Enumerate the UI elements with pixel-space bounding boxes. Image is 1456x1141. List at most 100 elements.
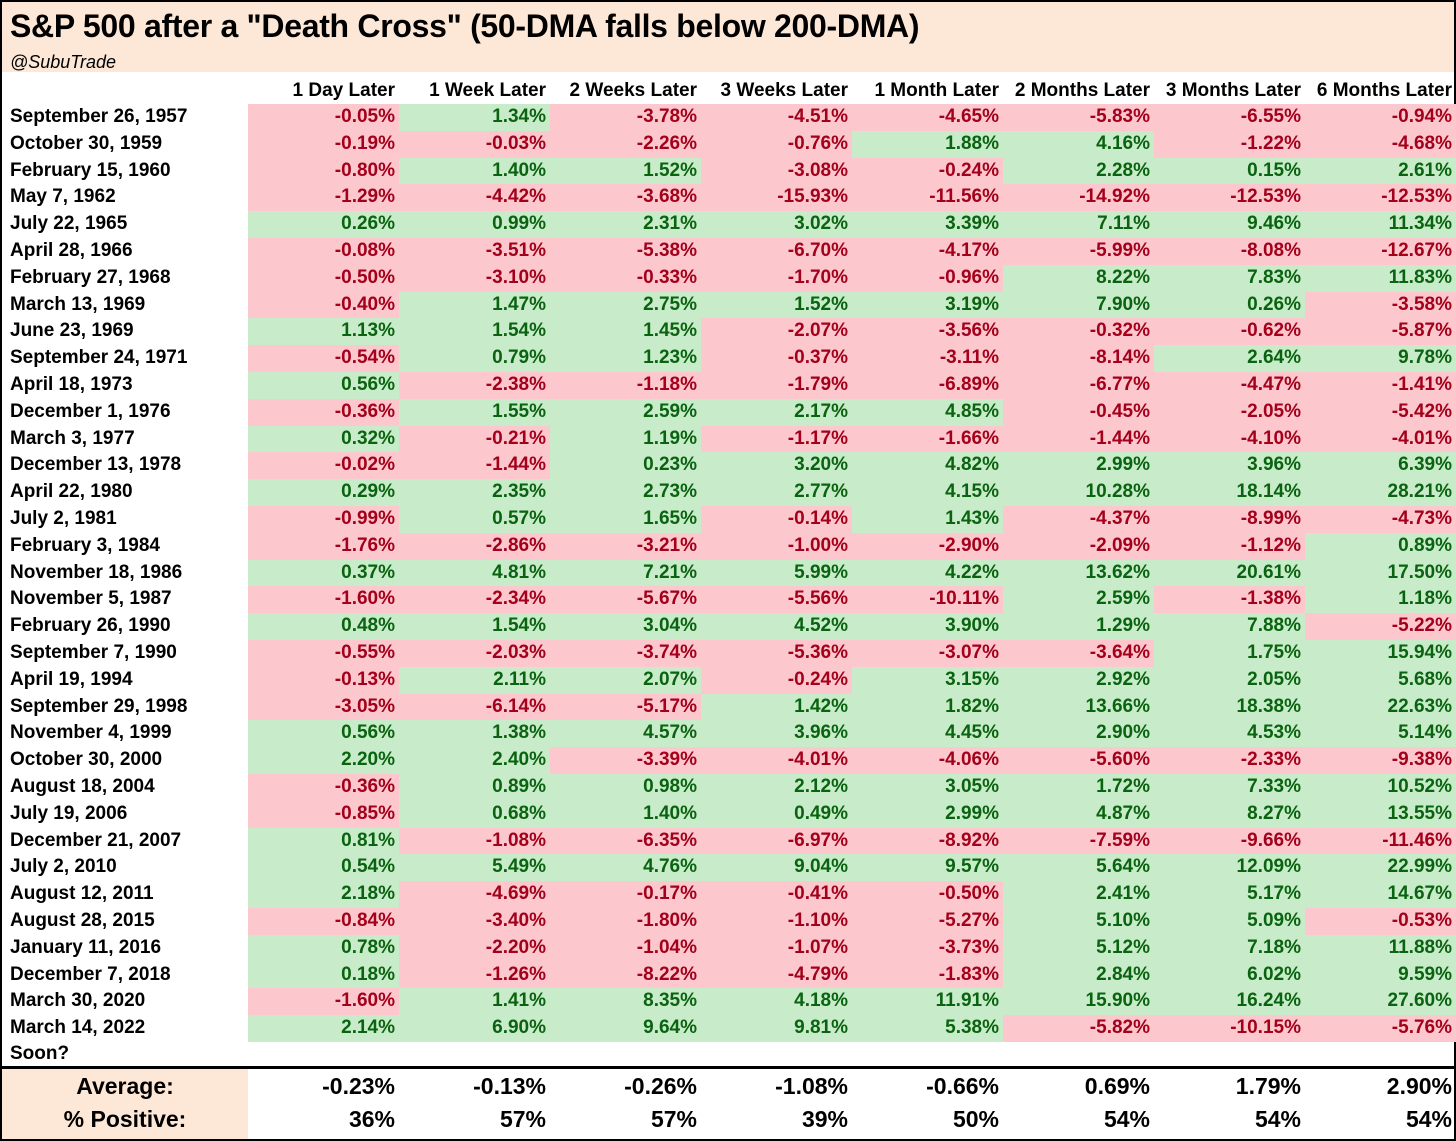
- return-cell: -3.21%: [550, 532, 701, 560]
- pending-row-label: Soon?: [10, 1043, 70, 1064]
- return-cell: -1.66%: [852, 425, 1003, 453]
- return-cell: -0.62%: [1154, 318, 1305, 346]
- return-cell: -0.76%: [701, 130, 852, 158]
- return-cell: -0.08%: [248, 238, 399, 265]
- column-header: 2 Months Later: [1014, 80, 1150, 101]
- return-cell: 1.52%: [550, 157, 701, 185]
- return-cell: 6.02%: [1154, 961, 1305, 989]
- return-cell: 4.16%: [1003, 130, 1154, 158]
- return-cell: -5.42%: [1305, 398, 1456, 426]
- return-cell: 0.57%: [399, 506, 550, 533]
- return-cell: 3.15%: [852, 666, 1003, 694]
- return-cell: -0.24%: [701, 666, 852, 694]
- return-cell: 7.90%: [1003, 291, 1154, 319]
- return-cell: 7.88%: [1154, 613, 1305, 640]
- return-cell: -1.76%: [248, 532, 399, 560]
- return-cell: 8.27%: [1154, 800, 1305, 828]
- return-cell: -1.79%: [701, 372, 852, 399]
- return-cell: 1.29%: [1003, 613, 1154, 640]
- positive-pct-value: 50%: [952, 1106, 999, 1132]
- return-cell: -0.24%: [852, 157, 1003, 185]
- return-cell: 0.81%: [248, 827, 399, 855]
- return-cell: -1.38%: [1154, 586, 1305, 614]
- return-cell: 0.37%: [248, 559, 399, 587]
- return-cell: -2.20%: [399, 934, 550, 962]
- row-date: July 22, 1965: [10, 213, 128, 235]
- return-cell: -0.36%: [248, 398, 399, 426]
- return-cell: 1.38%: [399, 720, 550, 748]
- return-cell: -5.17%: [550, 693, 701, 721]
- row-date: December 1, 1976: [10, 400, 171, 422]
- return-cell: -1.60%: [248, 586, 399, 614]
- return-cell: -14.92%: [1003, 184, 1154, 212]
- return-cell: -2.03%: [399, 640, 550, 667]
- return-cell: -5.22%: [1305, 613, 1456, 640]
- row-date: February 15, 1960: [10, 159, 171, 181]
- return-cell: -3.56%: [852, 318, 1003, 346]
- return-cell: 9.64%: [550, 1015, 701, 1042]
- return-cell: -6.55%: [1154, 104, 1305, 131]
- row-date: November 18, 1986: [10, 561, 183, 583]
- row-date: March 14, 2022: [10, 1017, 146, 1039]
- return-cell: 0.29%: [248, 479, 399, 506]
- return-cell: -3.58%: [1305, 291, 1456, 319]
- return-cell: 4.53%: [1154, 720, 1305, 748]
- row-date: August 28, 2015: [10, 910, 155, 931]
- column-header: 1 Week Later: [429, 80, 546, 101]
- return-cell: -2.86%: [399, 532, 550, 560]
- positive-pct-value: 54%: [1103, 1106, 1150, 1132]
- return-cell: -1.17%: [701, 425, 852, 453]
- return-cell: 15.94%: [1305, 640, 1456, 667]
- return-cell: 7.18%: [1154, 934, 1305, 962]
- return-cell: 4.87%: [1003, 800, 1154, 828]
- return-cell: 1.65%: [550, 506, 701, 533]
- return-cell: 3.02%: [701, 211, 852, 238]
- return-cell: 17.50%: [1305, 559, 1456, 587]
- row-date: November 5, 1987: [10, 588, 172, 610]
- return-cell: 1.47%: [399, 291, 550, 319]
- row-date: September 29, 1998: [10, 695, 188, 717]
- return-cell: -0.85%: [248, 800, 399, 828]
- return-cell: 0.49%: [701, 800, 852, 828]
- return-cell: -3.39%: [550, 747, 701, 774]
- return-cell: -1.22%: [1154, 130, 1305, 158]
- return-cell: 5.64%: [1003, 854, 1154, 882]
- return-cell: 11.88%: [1305, 934, 1456, 962]
- return-cell: 2.12%: [701, 774, 852, 801]
- return-cell: 7.83%: [1154, 264, 1305, 292]
- return-cell: -5.36%: [701, 640, 852, 667]
- return-cell: 2.14%: [248, 1015, 399, 1042]
- title-band: S&P 500 after a "Death Cross" (50-DMA fa…: [2, 2, 1454, 72]
- return-cell: 10.52%: [1305, 774, 1456, 801]
- return-cell: -0.02%: [248, 452, 399, 480]
- row-date: March 3, 1977: [10, 427, 135, 449]
- return-cell: 2.07%: [550, 666, 701, 694]
- return-cell: 1.19%: [550, 425, 701, 453]
- return-cell: -1.12%: [1154, 532, 1305, 560]
- return-cell: -4.01%: [1305, 425, 1456, 453]
- return-cell: -1.00%: [701, 532, 852, 560]
- return-cell: -0.17%: [550, 881, 701, 908]
- return-cell: -3.11%: [852, 345, 1003, 372]
- average-value: -0.26%: [624, 1073, 697, 1099]
- return-cell: 0.26%: [1154, 291, 1305, 319]
- return-cell: -8.14%: [1003, 345, 1154, 372]
- return-cell: 1.40%: [399, 157, 550, 185]
- return-cell: -4.79%: [701, 961, 852, 989]
- return-cell: -1.26%: [399, 961, 550, 989]
- return-cell: 0.98%: [550, 774, 701, 801]
- return-cell: -2.26%: [550, 130, 701, 158]
- return-cell: -3.74%: [550, 640, 701, 667]
- return-cell: -6.97%: [701, 827, 852, 855]
- return-cell: -11.46%: [1305, 827, 1456, 855]
- return-cell: -5.99%: [1003, 238, 1154, 265]
- return-cell: -0.45%: [1003, 398, 1154, 426]
- return-cell: 5.17%: [1154, 881, 1305, 908]
- return-cell: -3.05%: [248, 693, 399, 721]
- row-date: February 26, 1990: [10, 615, 171, 637]
- row-date: August 18, 2004: [10, 776, 155, 797]
- return-cell: 7.21%: [550, 559, 701, 587]
- return-cell: -3.73%: [852, 934, 1003, 962]
- return-cell: -5.38%: [550, 238, 701, 265]
